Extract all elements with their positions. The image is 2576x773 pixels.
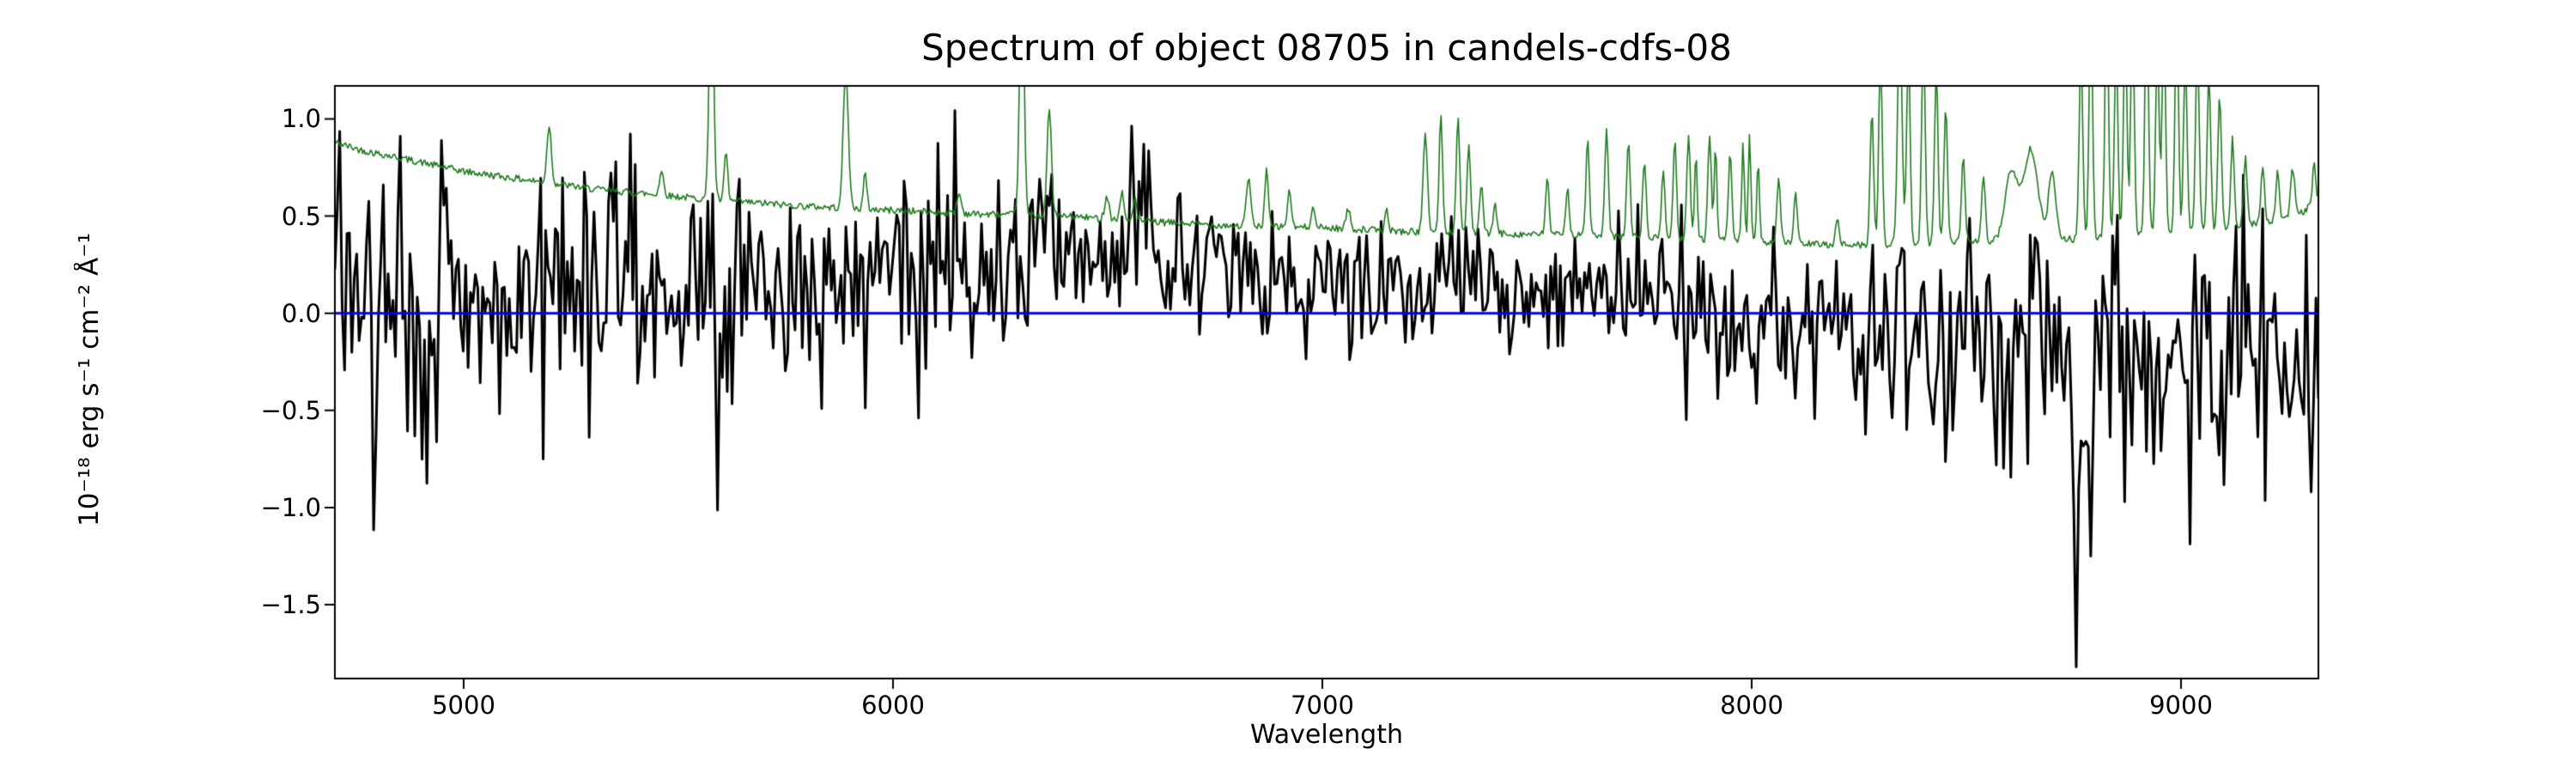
y-tick-label: −1.5 (260, 590, 321, 620)
x-tick-label: 8000 (1720, 691, 1783, 720)
x-tick-label: 6000 (861, 691, 925, 720)
y-tick-label: −0.5 (260, 395, 321, 425)
y-tick-label: −1.0 (260, 492, 321, 522)
y-tick-label: 1.0 (281, 104, 321, 134)
x-tick-label: 9000 (2149, 691, 2213, 720)
y-tick-label: 0.0 (281, 298, 321, 328)
x-axis-label: Wavelength (1250, 720, 1403, 750)
x-tick-label: 5000 (432, 691, 495, 720)
x-tick-label: 7000 (1291, 691, 1354, 720)
y-axis-label: 10⁻¹⁸ erg s⁻¹ cm⁻² Å⁻¹ (74, 233, 105, 526)
chart-title: Spectrum of object 08705 in candels-cdfs… (921, 27, 1732, 69)
y-tick-label: 0.5 (281, 201, 321, 231)
